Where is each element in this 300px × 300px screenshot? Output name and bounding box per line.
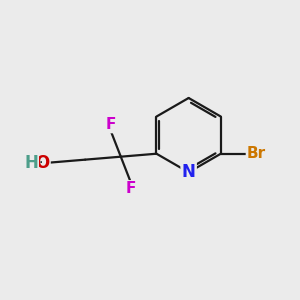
Text: N: N xyxy=(182,163,196,181)
Text: Br: Br xyxy=(247,146,266,161)
Text: H: H xyxy=(24,154,38,172)
Text: F: F xyxy=(126,181,136,196)
Text: O: O xyxy=(35,154,50,172)
Text: F: F xyxy=(105,117,116,132)
Text: ·: · xyxy=(38,156,43,170)
